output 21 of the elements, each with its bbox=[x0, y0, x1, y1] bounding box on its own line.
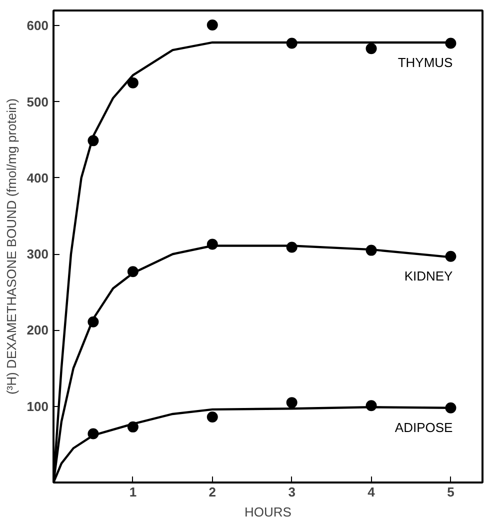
x-tick-label: 5 bbox=[447, 484, 454, 500]
y-tick-label: 600 bbox=[26, 18, 49, 34]
x-axis-title: HOURS bbox=[244, 504, 292, 520]
y-tick-label: 300 bbox=[26, 246, 49, 262]
point bbox=[206, 412, 218, 423]
y-tick-label: 500 bbox=[26, 94, 49, 110]
y-tick-label: 400 bbox=[26, 170, 49, 186]
series-label: ADIPOSE bbox=[394, 420, 454, 435]
point bbox=[286, 397, 298, 408]
point bbox=[366, 43, 377, 54]
x-tick-label: 4 bbox=[368, 484, 376, 500]
y-tick-label: 100 bbox=[26, 398, 49, 414]
point bbox=[127, 77, 138, 88]
x-tick-label: 3 bbox=[288, 484, 296, 500]
point bbox=[206, 19, 218, 30]
x-tick-label: 2 bbox=[208, 484, 216, 500]
y-axis-title: (³H) DEXAMETHASONE BOUND (fmol/mg protein) bbox=[4, 98, 19, 395]
x-tick-label: 1 bbox=[129, 484, 137, 500]
series-label: THYMUS bbox=[398, 55, 454, 70]
y-tick-label: 200 bbox=[26, 322, 49, 338]
series-label: KIDNEY bbox=[404, 268, 454, 284]
